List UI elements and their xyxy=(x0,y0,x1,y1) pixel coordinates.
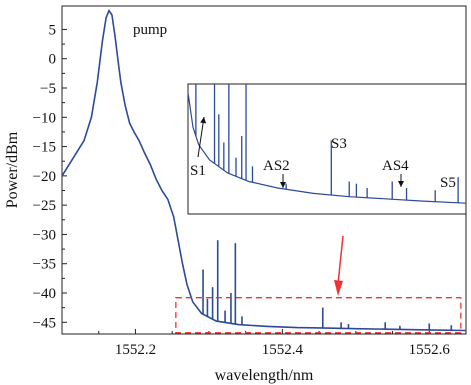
inset-spike-group xyxy=(195,84,459,203)
y-tick-label: −20 xyxy=(33,169,56,185)
as2-arrow-head xyxy=(280,182,286,188)
x-tick-label: 1552.2 xyxy=(115,342,156,358)
zoom-arrow-head xyxy=(334,280,343,296)
y-axis: 5 0 −5 −10 −15 −20 −25 −30 −35 −40 −45 xyxy=(33,22,67,331)
as4-label: AS4 xyxy=(382,158,409,174)
as4-arrow-head xyxy=(398,181,404,187)
y-tick-label: −15 xyxy=(33,140,56,156)
s1-arrow xyxy=(197,116,205,158)
x-axis: 1552.2 1552.4 1552.6 xyxy=(61,329,467,358)
y-tick-label: −30 xyxy=(33,227,56,243)
y-tick-label: −35 xyxy=(33,257,56,273)
zoom-arrow xyxy=(337,235,344,285)
y-tick-label: 5 xyxy=(49,22,57,38)
y-tick-label: −25 xyxy=(33,198,56,214)
s1-arrow-head xyxy=(200,117,207,124)
x-axis-title: wavelength/nm xyxy=(215,367,314,384)
y-tick-label: 0 xyxy=(49,52,57,68)
s1-label: S1 xyxy=(190,163,206,179)
x-tick-label: 1552.4 xyxy=(262,342,304,358)
inset-frame xyxy=(187,83,467,215)
x-tick-label: 1552.6 xyxy=(409,342,451,358)
annotation-arrows xyxy=(197,116,404,188)
inset-spectrum-line xyxy=(187,92,467,204)
highlight-box xyxy=(175,297,462,334)
y-axis-title: Power/dBm xyxy=(4,131,21,208)
s5-label: S5 xyxy=(440,175,456,191)
y-tick-label: −45 xyxy=(33,315,56,331)
s3-label: S3 xyxy=(331,136,347,152)
spike-group xyxy=(202,240,453,331)
y-tick-label: −10 xyxy=(33,110,56,126)
pump-label: pump xyxy=(133,22,167,38)
spectrum-line xyxy=(61,9,467,332)
as2-label: AS2 xyxy=(263,158,290,174)
y-tick-label: −5 xyxy=(40,81,56,97)
y-tick-label: −40 xyxy=(33,286,56,302)
